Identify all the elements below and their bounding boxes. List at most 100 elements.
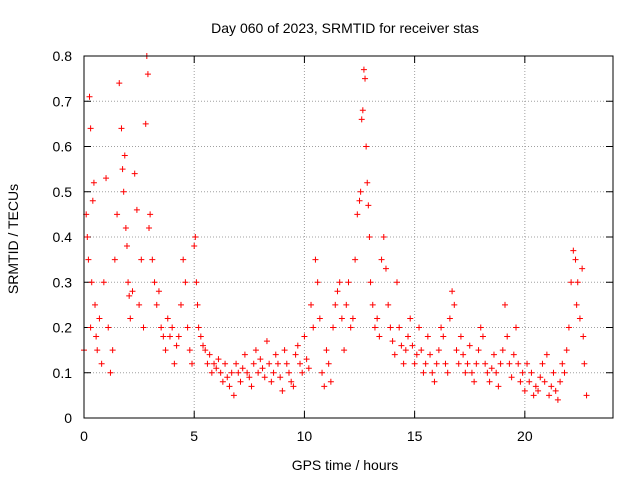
data-point — [385, 301, 392, 308]
data-point — [334, 288, 341, 295]
data-point — [546, 392, 553, 399]
data-point — [367, 279, 374, 286]
data-point — [180, 256, 187, 263]
data-point — [561, 369, 568, 376]
data-point — [195, 324, 202, 331]
data-point — [146, 224, 153, 231]
data-point — [513, 324, 520, 331]
data-point — [230, 392, 237, 399]
data-point — [189, 360, 196, 367]
data-point — [466, 342, 473, 349]
data-point — [127, 315, 134, 322]
data-point — [121, 152, 128, 159]
data-point — [153, 301, 160, 308]
data-point — [504, 333, 511, 340]
data-point — [402, 347, 409, 354]
data-point — [482, 360, 489, 367]
data-point — [147, 211, 154, 218]
data-point — [213, 365, 220, 372]
data-point — [479, 333, 486, 340]
data-point — [444, 369, 451, 376]
data-point — [98, 360, 105, 367]
data-point — [186, 347, 193, 354]
data-point — [517, 378, 524, 385]
data-point — [440, 333, 447, 340]
data-point — [252, 347, 259, 354]
data-point — [87, 324, 94, 331]
data-point — [557, 378, 564, 385]
data-point — [103, 175, 110, 182]
data-point — [303, 356, 310, 363]
data-point — [259, 365, 266, 372]
data-point — [244, 369, 251, 376]
data-point — [277, 374, 284, 381]
data-point — [374, 315, 381, 322]
data-point — [570, 247, 577, 254]
data-point — [521, 387, 528, 394]
data-point — [369, 301, 376, 308]
data-point — [484, 369, 491, 376]
data-point — [208, 369, 215, 376]
data-point — [133, 206, 140, 213]
data-point — [86, 93, 93, 100]
data-point — [191, 243, 198, 250]
data-point — [233, 360, 240, 367]
data-point — [362, 75, 369, 82]
data-point — [449, 288, 456, 295]
data-point — [409, 342, 416, 349]
data-point — [572, 256, 579, 263]
data-point — [257, 356, 264, 363]
data-point — [453, 347, 460, 354]
data-point — [88, 279, 95, 286]
data-point — [497, 360, 504, 367]
data-point — [142, 120, 149, 127]
data-point — [357, 188, 364, 195]
data-point — [352, 256, 359, 263]
data-point — [420, 369, 427, 376]
data-point — [366, 234, 373, 240]
data-point — [155, 288, 162, 295]
data-point — [100, 279, 107, 286]
data-point — [396, 324, 403, 331]
data-point — [460, 351, 467, 358]
data-point — [389, 338, 396, 345]
data-point — [495, 383, 502, 390]
data-point — [573, 301, 580, 308]
data-point — [312, 256, 319, 263]
data-point — [288, 378, 295, 385]
data-point — [433, 360, 440, 367]
data-point — [398, 342, 405, 349]
data-point — [451, 301, 458, 308]
data-point — [354, 211, 361, 218]
data-point — [349, 315, 356, 322]
data-point — [488, 365, 495, 372]
data-point — [508, 374, 515, 381]
data-point — [250, 360, 257, 367]
data-point — [149, 256, 156, 263]
data-point — [576, 315, 583, 322]
data-point — [160, 333, 167, 340]
data-point — [343, 301, 350, 308]
data-point — [321, 383, 328, 390]
data-point — [475, 347, 482, 354]
data-point — [96, 315, 103, 322]
data-point — [380, 234, 387, 240]
data-point — [550, 369, 557, 376]
data-point — [294, 342, 301, 349]
data-point — [268, 378, 275, 385]
data-point — [279, 387, 286, 394]
data-point — [422, 360, 429, 367]
data-point — [565, 324, 572, 331]
data-point — [164, 315, 171, 322]
data-point — [543, 351, 550, 358]
data-point — [206, 351, 213, 358]
data-point — [416, 324, 423, 331]
chart-title: Day 060 of 2023, SRMTID for receiver sta… — [211, 20, 479, 36]
data-point — [290, 383, 297, 390]
data-point — [524, 360, 531, 367]
data-point — [347, 324, 354, 331]
data-point — [552, 387, 559, 394]
data-point — [248, 383, 255, 390]
data-point — [116, 80, 123, 87]
data-point — [193, 279, 200, 286]
